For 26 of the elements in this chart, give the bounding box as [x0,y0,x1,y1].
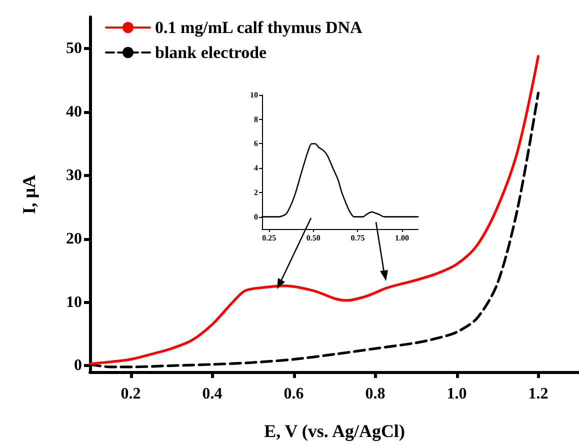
y-tick-label: 4 [254,164,258,173]
x-tick-label: 0.25 [262,234,276,242]
y-tick-label: 0 [254,212,258,222]
y-axis-title: I, μA [19,174,39,214]
y-tick-label: 10 [250,90,258,100]
x-tick-label: 0.50 [306,234,320,242]
x-tick-label: 0.6 [284,386,304,402]
x-tick-label: 0.2 [120,386,141,402]
x-tick-label: 0.75 [350,234,365,242]
y-tick-label: 6 [254,139,258,148]
y-tick-label: 8 [254,114,258,124]
x-tick-label: 1.2 [528,386,548,402]
y-tick-label: 10 [66,294,82,311]
x-axis-title: E, V (vs. Ag/AgCl) [264,421,405,441]
x-tick-label: 1.00 [395,234,410,242]
y-tick-label: 30 [66,166,82,184]
y-tick-label: 40 [66,104,82,121]
x-tick-label: 0.4 [202,386,222,402]
legend-label: blank electrode [155,43,268,62]
y-tick-label: 20 [66,230,82,248]
y-tick-label: 50 [66,40,82,58]
y-tick-label: 0 [74,357,82,374]
y-tick-label: 2 [254,188,258,197]
x-tick-label: 1.0 [446,386,467,402]
legend-label: 0.1 mg/mL calf thymus DNA [155,18,364,37]
x-tick-label: 0.8 [365,386,386,402]
